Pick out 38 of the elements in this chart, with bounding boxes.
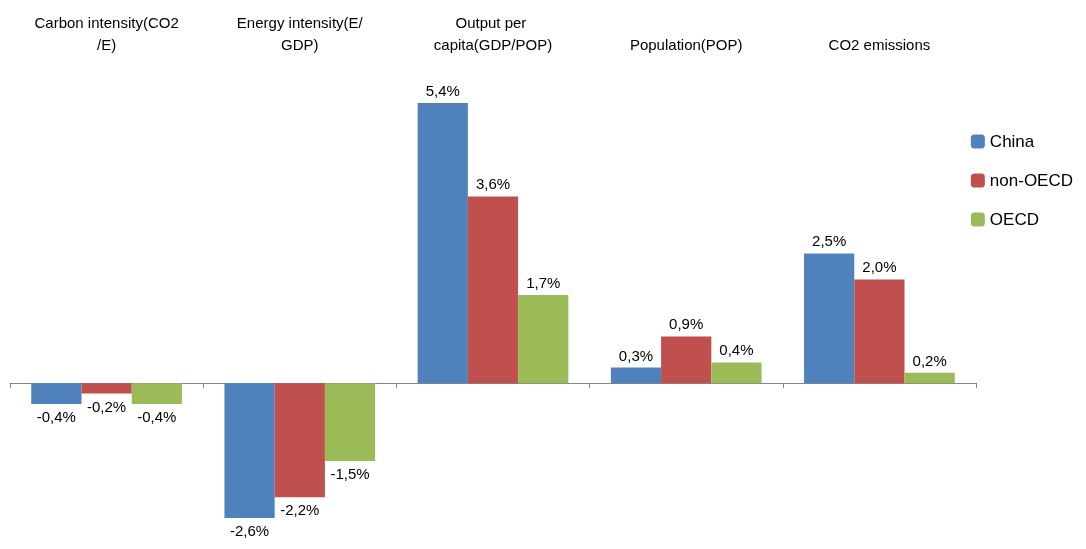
data-label: -0,2% bbox=[87, 397, 127, 415]
bar bbox=[904, 372, 955, 384]
legend-label: OECD bbox=[989, 210, 1039, 229]
legend-label: non-OECD bbox=[989, 171, 1073, 190]
data-label: 1,7% bbox=[526, 273, 561, 291]
bar bbox=[417, 103, 468, 384]
x-tick-label: Output per capita(GDP/POP) bbox=[433, 13, 553, 53]
bar bbox=[324, 383, 376, 461]
data-label: 5,4% bbox=[425, 82, 460, 99]
bar bbox=[711, 362, 762, 384]
data-label: 0,4% bbox=[719, 341, 754, 359]
bar bbox=[804, 253, 855, 384]
bar bbox=[854, 279, 905, 384]
bar bbox=[224, 383, 275, 518]
legend-label: China bbox=[989, 132, 1035, 151]
data-label: -2,6% bbox=[229, 522, 270, 539]
bar bbox=[131, 383, 182, 404]
bar bbox=[610, 367, 662, 384]
bar bbox=[467, 196, 519, 384]
bar bbox=[518, 294, 569, 384]
bar bbox=[661, 336, 712, 384]
bar bbox=[81, 383, 132, 394]
bar bbox=[31, 383, 82, 404]
data-label: 0,9% bbox=[669, 315, 704, 333]
x-tick-label: Population(POP) bbox=[629, 35, 743, 53]
data-label: 0,2% bbox=[912, 351, 947, 369]
x-tick-label: CO2 emissions bbox=[828, 35, 931, 53]
x-tick-label: Energy intensity(E/GDP) bbox=[236, 13, 364, 53]
data-label: 2,0% bbox=[862, 258, 897, 276]
data-label: -1,5% bbox=[330, 464, 370, 482]
data-label: -2,2% bbox=[280, 501, 320, 519]
data-label: -0,4% bbox=[36, 407, 76, 425]
data-label: 2,5% bbox=[812, 232, 847, 250]
x-tick-label: Carbon intensity(CO2/E) bbox=[34, 13, 179, 53]
data-label: 3,6% bbox=[475, 175, 511, 193]
data-label: -0,4% bbox=[137, 407, 177, 425]
bar bbox=[274, 383, 325, 498]
data-label: 0,3% bbox=[618, 346, 654, 364]
